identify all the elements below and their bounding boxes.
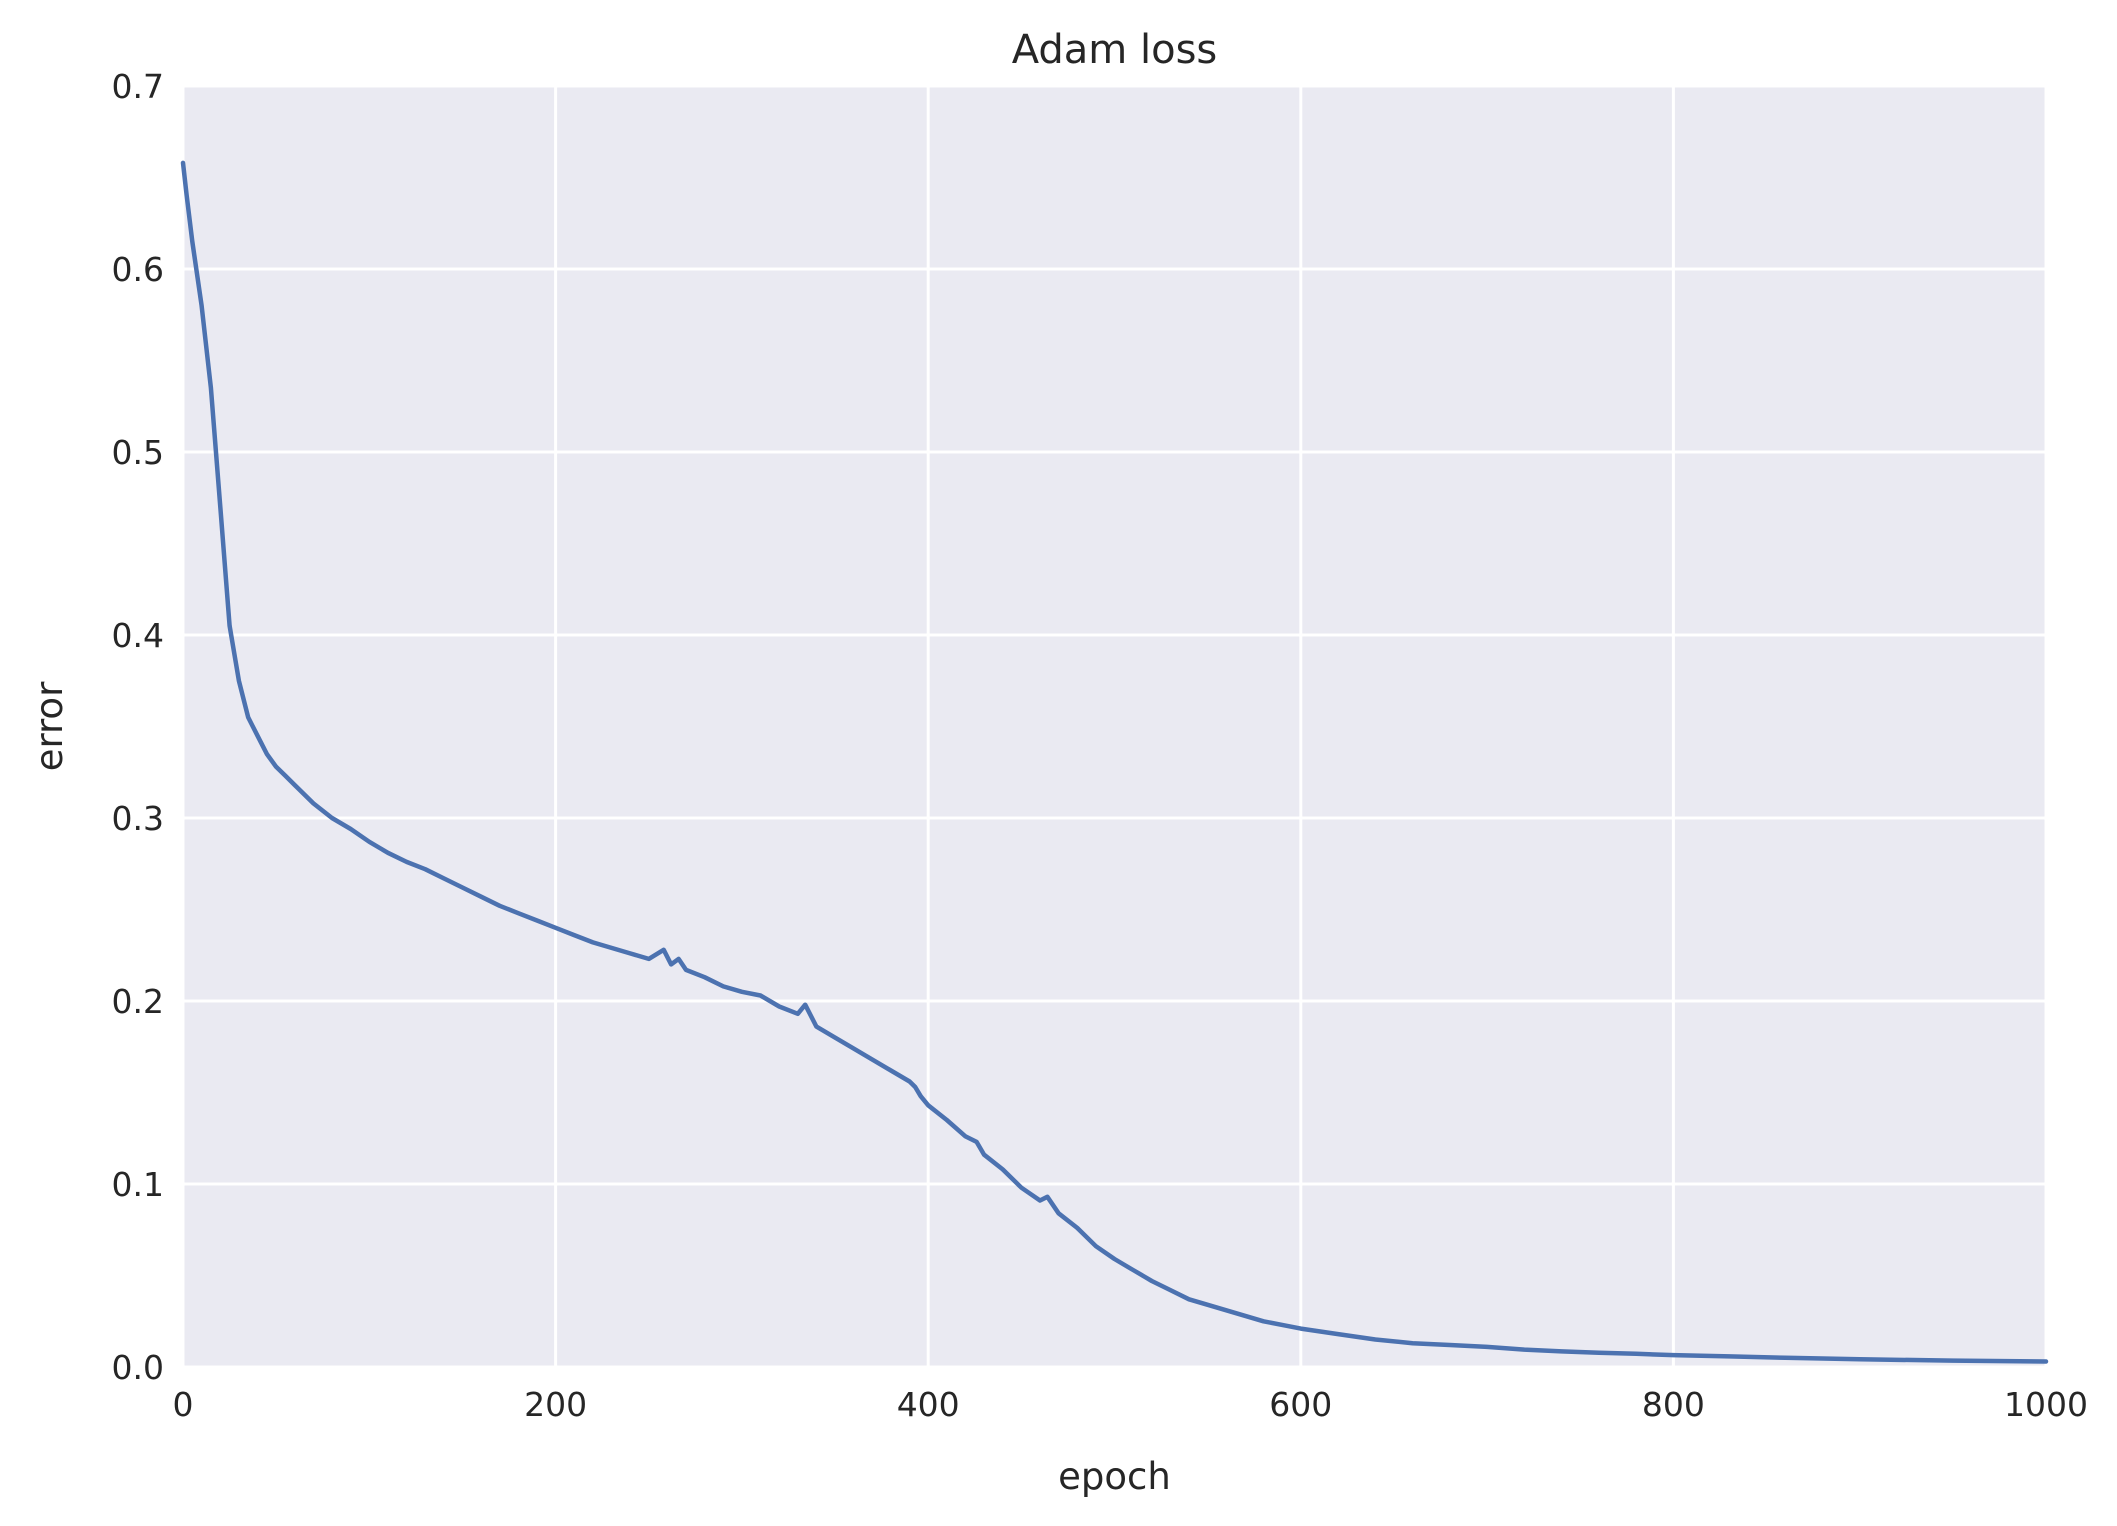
x-axis-label: epoch	[1058, 1455, 1171, 1498]
series-group	[180, 160, 2049, 1364]
x-tick-label: 1000	[2004, 1385, 2088, 1424]
grid	[181, 84, 2048, 1369]
y-tick-label: 0.4	[112, 616, 164, 655]
chart-title: Adam loss	[1012, 27, 1218, 73]
x-tick-label: 200	[524, 1385, 587, 1424]
plot-area	[183, 86, 2046, 1367]
y-tick-label: 0.1	[112, 1165, 164, 1204]
x-tick-label: 0	[173, 1385, 194, 1424]
y-tick-label: 0.3	[112, 799, 164, 838]
y-tick-label: 0.6	[112, 250, 164, 289]
x-tick-label: 400	[897, 1385, 960, 1424]
y-tick-label: 0.7	[112, 67, 164, 106]
tick-labels: 0 200 400 600 800 1000 0.0 0.1 0.2 0.3 0.4 0.5 0.6 0.…	[112, 67, 2088, 1424]
y-tick-label: 0.2	[112, 982, 164, 1021]
x-tick-label: 600	[1269, 1385, 1332, 1424]
x-tick-label: 800	[1642, 1385, 1705, 1424]
y-tick-label: 0.0	[112, 1348, 164, 1387]
loss-line	[180, 160, 2049, 1364]
y-axis-label: error	[28, 681, 71, 771]
y-tick-label: 0.5	[112, 433, 164, 472]
